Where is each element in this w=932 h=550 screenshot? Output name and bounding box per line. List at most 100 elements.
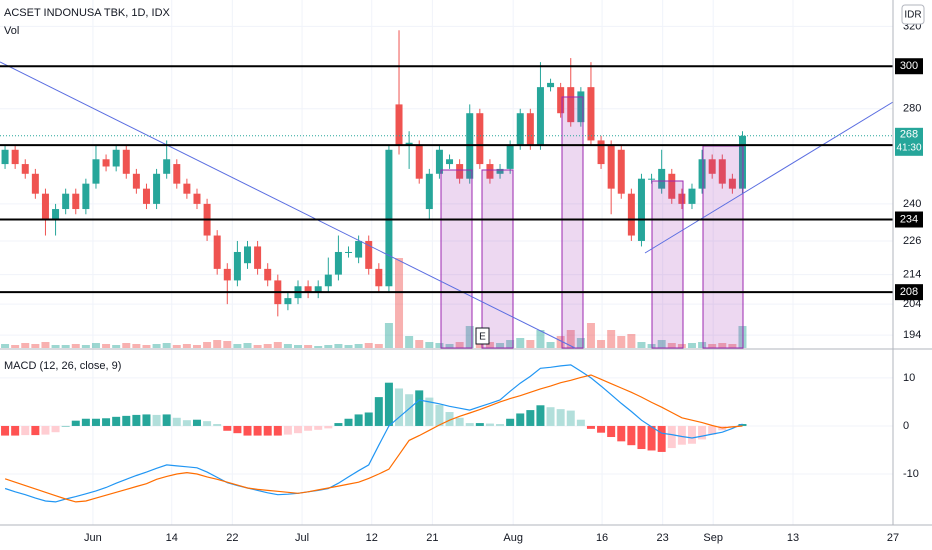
volume-bar <box>91 343 100 348</box>
signal-line <box>4 374 743 503</box>
volume-bar <box>677 344 686 348</box>
volume-bar <box>708 344 717 348</box>
histogram-bar <box>677 425 686 445</box>
candle-body <box>334 251 342 275</box>
candle-body <box>425 173 433 210</box>
volume-bar <box>324 345 333 348</box>
volume-bar <box>516 338 525 348</box>
histogram-bar <box>597 425 606 433</box>
histogram-bar <box>273 425 282 436</box>
volume-bar <box>597 340 606 348</box>
candle-body <box>415 145 423 179</box>
candle-body <box>476 113 484 165</box>
candle-body <box>698 159 706 189</box>
histogram-bar <box>425 397 434 426</box>
candle-body <box>668 173 676 199</box>
x-tick-label: 13 <box>787 532 799 544</box>
earnings-box[interactable] <box>475 327 490 345</box>
volume-bar <box>192 345 201 348</box>
currency[interactable]: IDR <box>904 10 921 21</box>
x-tick-label: 12 <box>366 532 378 544</box>
histogram-bar <box>445 412 454 426</box>
histogram-bar <box>637 425 646 450</box>
histogram-bar <box>162 414 171 426</box>
volume-bar <box>374 344 383 348</box>
volume-bar <box>41 342 50 348</box>
macd-line <box>4 364 743 503</box>
candle-body <box>82 183 90 210</box>
candle-body <box>72 193 80 210</box>
histogram-bar <box>1 425 10 436</box>
candle-body <box>526 113 534 146</box>
volume-bar <box>253 345 262 348</box>
candle-body <box>102 159 110 167</box>
last-price-label: 268 <box>900 129 918 141</box>
candle-body <box>536 87 544 146</box>
x-tick-label: 22 <box>226 532 238 544</box>
candle-body <box>617 149 625 194</box>
histogram-bar <box>334 423 343 426</box>
histogram-bar <box>182 420 191 426</box>
volume-bar <box>223 341 232 348</box>
candle-body <box>627 193 635 236</box>
price-pane <box>1 30 747 348</box>
x-tick-label: 14 <box>166 532 178 544</box>
candle-body <box>435 149 443 174</box>
candle-body <box>516 113 524 146</box>
level-label: 234 <box>900 213 918 225</box>
candle-body <box>375 268 383 287</box>
volume-bar <box>687 343 696 348</box>
histogram-bar <box>71 420 80 426</box>
candle-body <box>41 193 49 220</box>
volume-bar <box>294 345 303 348</box>
volume-bar <box>142 345 151 348</box>
volume-bar <box>304 345 313 348</box>
histogram-bar <box>607 425 616 438</box>
candle-body <box>678 193 686 204</box>
x-tick-label: Aug <box>503 532 523 544</box>
histogram-bar <box>405 394 414 426</box>
candle-body <box>708 159 716 174</box>
histogram-bar <box>526 410 535 426</box>
candle-body <box>385 149 393 287</box>
histogram-bar <box>657 425 666 452</box>
candle-body <box>314 286 322 293</box>
candle-body <box>62 193 70 210</box>
histogram-bar <box>324 425 333 429</box>
trend-line <box>644 101 894 254</box>
volume-bar <box>556 336 565 348</box>
histogram-bar <box>627 425 636 446</box>
volume-bar <box>455 342 464 348</box>
volume-bar <box>152 344 161 348</box>
volume-bar <box>71 344 80 348</box>
volume-bar <box>395 258 404 348</box>
histogram-bar <box>465 423 474 426</box>
candle-body <box>405 142 413 146</box>
earnings-marker[interactable]: E <box>479 332 486 343</box>
histogram-bar <box>203 421 212 426</box>
volume-bar <box>546 342 555 348</box>
volume-bar <box>718 343 727 348</box>
volume-bar <box>344 345 353 348</box>
volume-bar <box>506 340 515 348</box>
candle-body <box>506 145 514 169</box>
range-box <box>561 96 584 349</box>
trend-line <box>0 61 576 349</box>
candle-body <box>243 246 251 264</box>
candle-body <box>21 164 29 174</box>
currency-box[interactable] <box>901 4 925 25</box>
candle-body <box>173 164 181 184</box>
histogram-bar <box>192 419 201 426</box>
volume-bar <box>122 343 131 348</box>
volume-bar <box>364 343 373 348</box>
histogram-bar <box>132 414 141 426</box>
candle-body <box>728 178 736 189</box>
histogram-bar <box>314 425 323 430</box>
range-box <box>481 169 514 349</box>
range-box <box>440 169 473 349</box>
axes: Jun 14 22 Jul 12 21 Aug 16 23 Sep 13 27 194 204 214 226… <box>84 20 923 544</box>
y-tick-label: 204 <box>903 298 921 310</box>
volume-bar <box>112 345 121 348</box>
candle-body <box>355 240 363 258</box>
